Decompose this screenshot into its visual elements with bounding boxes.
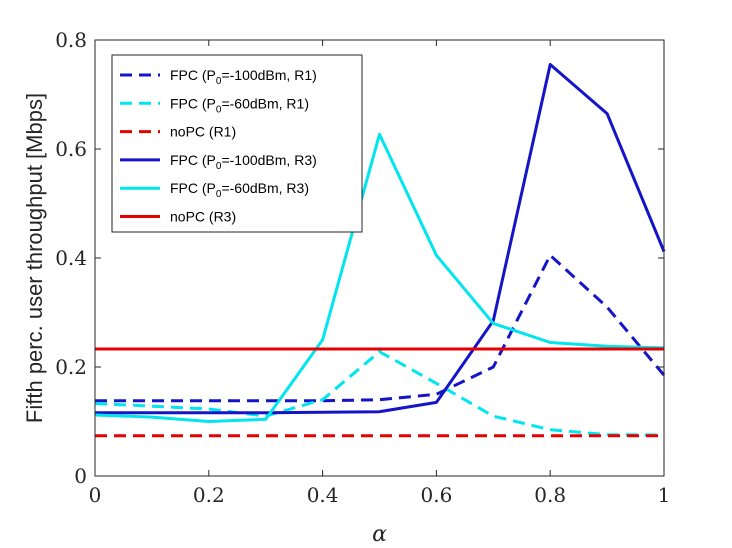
legend-label-6: noPC (R3) [170,209,236,225]
y-axis-label: Fifth perc. user throughput [Mbps] [22,93,47,423]
series-line-1 [95,253,666,403]
x-tick-label: 0.6 [420,483,452,507]
legend-label-5: FPC (P0=-60dBm, R3) [170,180,309,200]
legend-label-2: FPC (P0=-60dBm, R1) [170,95,309,115]
legend-box [111,54,363,233]
x-tick-label: 0.8 [534,483,566,507]
x-tick-label: 0 [89,483,102,507]
x-tick-label: 0.2 [193,483,225,507]
legend-label-1: FPC (P0=-100dBm, R1) [170,67,317,87]
series-line-4 [95,63,666,415]
legend: FPC (P0=-100dBm, R1) FPC (P0=-60dBm, R1) n… [111,54,363,233]
tick-layer: 0 0.2 0.4 0.6 0.8 1 0 0.2 0.4 0.6 0.8 [55,28,670,507]
y-tick-label: 0.8 [55,28,87,52]
x-tick-label: 1 [658,483,671,507]
series-line-5 [94,132,665,423]
series-layer [94,63,666,438]
y-tick-label: 0.6 [55,137,87,161]
y-tick-label: 0 [74,464,87,488]
x-tick-label: 0.4 [307,483,339,507]
y-tick-label: 0.4 [55,246,87,270]
legend-label-3: noPC (R1) [170,124,236,140]
series-line-2 [94,350,665,437]
legend-label-4: FPC (P0=-100dBm, R3) [170,152,317,172]
y-tick-label: 0.2 [55,355,87,379]
x-axis-label: α [372,522,387,547]
